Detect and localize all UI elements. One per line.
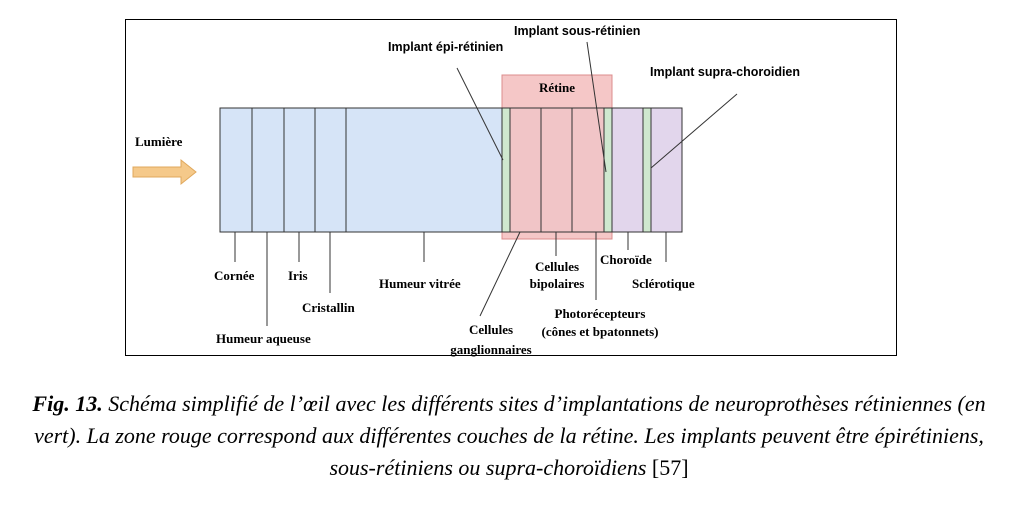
sub-implant-leader [586,41,607,173]
supra-implant-leader [650,93,738,169]
choroid-label: Choroïde [600,252,652,267]
light-label: Lumière [135,134,183,149]
aqueous-label: Humeur aqueuse [216,331,311,346]
photoreceptor-label-line1: Photorécepteurs [555,306,646,321]
photoreceptor-label-line2: (cônes et bpatonnets) [542,324,659,339]
bipolar-label-line2: bipolaires [530,276,585,291]
sclera-label: Sclérotique [632,276,695,291]
lens-label: Cristallin [302,300,355,315]
eye-diagram: Rétine Lumière Implant épi-rétinien Impl… [132,24,800,357]
sub-retinal-implant [603,107,613,233]
bipolar-label-line1: Cellules [535,259,579,274]
vitreous-label: Humeur vitrée [379,276,461,291]
ganglion-label-line2: ganglionnaires [450,342,531,357]
supra-choroidal-implant [642,107,652,233]
iris-label: Iris [288,268,308,283]
supra-implant-label: Implant supra-choroidien [650,65,800,79]
retina-zone [501,74,613,240]
retina-label: Rétine [539,80,575,95]
cornea-label: Cornée [214,268,255,283]
figure-caption: Fig. 13. Schéma simplifié de l’œil avec … [20,388,998,484]
caption-reference: [57] [651,455,689,480]
diagram-frame [125,19,897,356]
epi-retinal-implant [501,107,511,233]
epi-implant-leader [456,67,504,161]
epi-implant-label: Implant épi-rétinien [388,40,503,54]
caption-figure-number: Fig. 13. [32,391,103,416]
ganglion-leader [479,231,521,317]
caption-text: Schéma simplifié de l’œil avec les diffé… [34,391,986,480]
ganglion-label-line1: Cellules [469,322,513,337]
light-arrow-icon [132,158,197,186]
sub-implant-label: Implant sous-rétinien [514,24,640,38]
